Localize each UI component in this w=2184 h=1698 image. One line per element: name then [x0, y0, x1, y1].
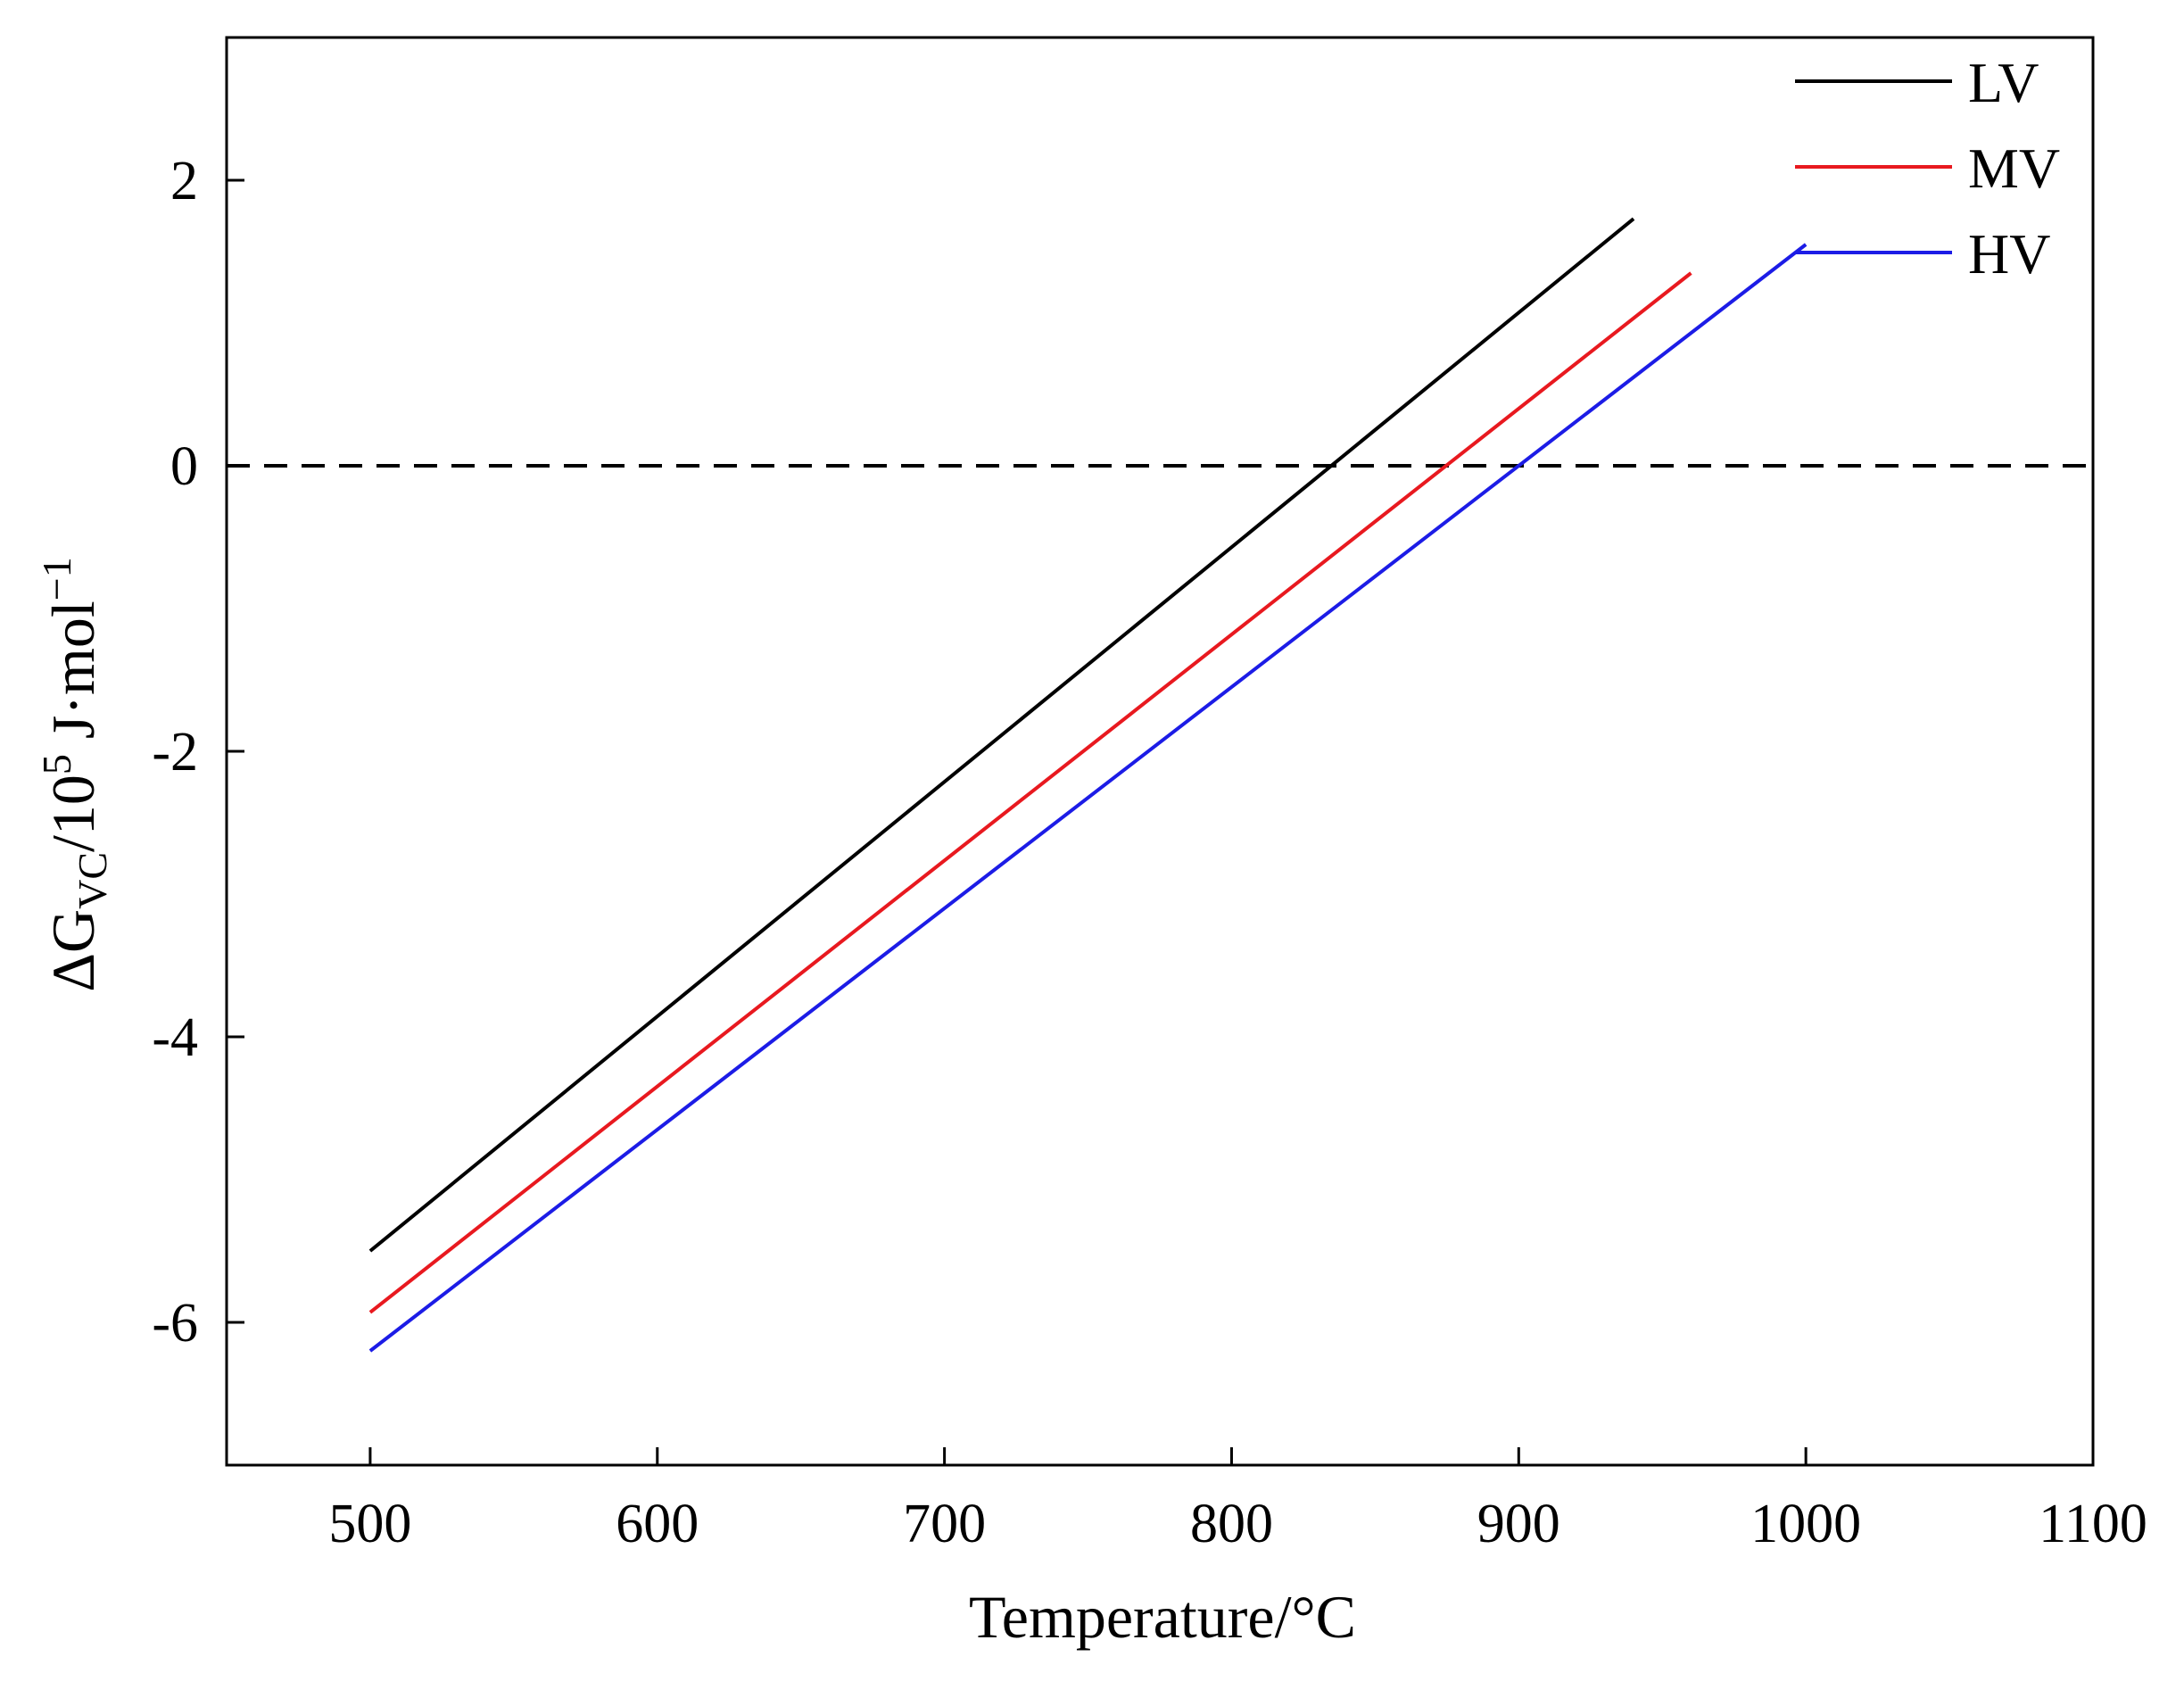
y-tick-label: 2: [170, 151, 198, 211]
x-tick-label: 1100: [2039, 1494, 2147, 1554]
y-axis-title-subscript: VC: [70, 852, 115, 909]
legend-label-lv: LV: [1968, 51, 2039, 114]
y-axis-title-prefix: ΔG: [39, 909, 107, 992]
y-axis-title-unit: J·mol: [39, 601, 107, 754]
legend-label-mv: MV: [1968, 137, 2060, 200]
y-tick-label: -6: [152, 1293, 198, 1354]
x-tick-label: 800: [1190, 1494, 1273, 1554]
y-axis-title-unit-exponent: −1: [34, 557, 79, 601]
legend-label-hv: HV: [1968, 222, 2050, 286]
y-axis-title: ΔGVC/105 J·mol−1: [34, 557, 115, 992]
x-tick-label: 1000: [1750, 1494, 1861, 1554]
y-axis-title-middle: /10: [39, 774, 107, 852]
x-tick-label: 900: [1477, 1494, 1560, 1554]
x-tick-label: 500: [328, 1494, 411, 1554]
y-tick-label: -2: [152, 722, 198, 783]
x-tick-label: 600: [616, 1494, 699, 1554]
series-group: [368, 217, 1808, 1353]
series-line-lv: [368, 217, 1635, 1253]
y-axis-title-exponent: 5: [34, 754, 79, 774]
legend: LV MV HV: [1795, 51, 2060, 286]
y-tick-label: 0: [170, 436, 198, 497]
series-line-mv: [368, 271, 1692, 1314]
series-line-hv: [368, 243, 1808, 1353]
axis-ticks: 500 600 700 800 900 1000 1100 2 0 -2 -4 -6: [152, 151, 2147, 1554]
x-axis-title: Temperature/°C: [969, 1583, 1356, 1651]
y-tick-label: -4: [152, 1007, 198, 1068]
x-tick-label: 700: [903, 1494, 986, 1554]
